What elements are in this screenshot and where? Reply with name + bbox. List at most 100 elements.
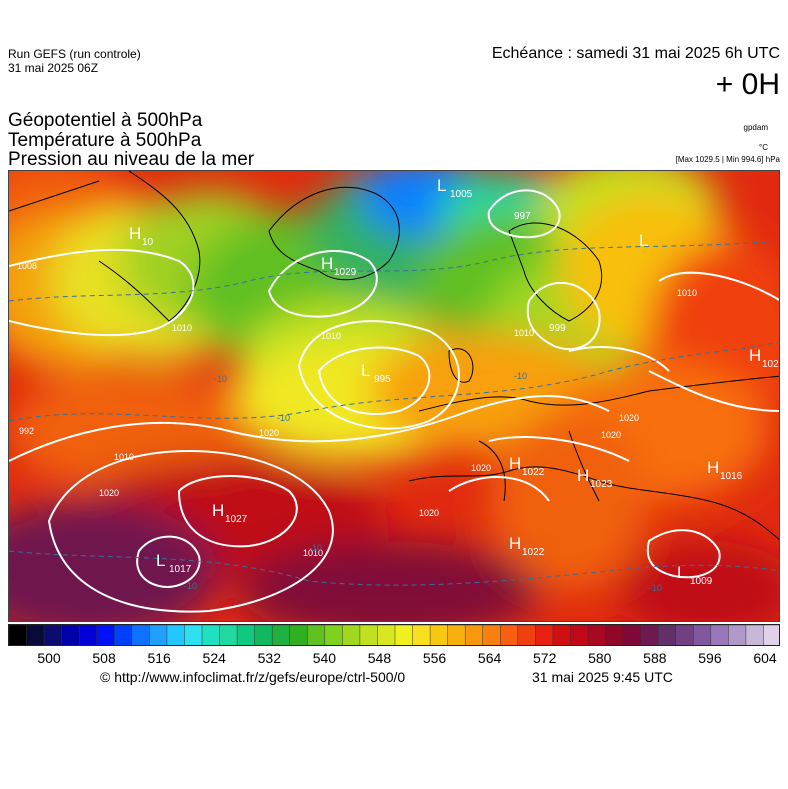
pressure-center-type: L — [156, 551, 165, 570]
pressure-center: H 1029 — [321, 254, 357, 278]
colorbar-segment — [710, 625, 730, 645]
pressure-center: L 1017 — [156, 551, 192, 575]
pressure-center: H 1022 — [509, 534, 545, 558]
colorbar-tick-label: 564 — [477, 650, 502, 666]
isobar-labels: 1008 1010 1010 992 1010 1020 1020 1010 1020 1020 1… — [17, 261, 697, 593]
colorbar-segment — [605, 625, 624, 645]
param-temperature: Température à 500hPa — [8, 130, 202, 151]
pressure-center: H 102 — [749, 346, 779, 370]
colorbar-segment — [342, 625, 361, 645]
colorbar-segment — [552, 625, 572, 645]
pressure-center: L 1009 — [677, 563, 713, 587]
colorbar-segment — [535, 625, 554, 645]
colorbar-tick-label: 596 — [698, 650, 722, 666]
temperature-label: -10 — [277, 413, 290, 423]
colorbar-tick-label: 540 — [312, 650, 337, 666]
isobar-label: 992 — [19, 426, 34, 436]
colorbar-segment — [271, 625, 291, 645]
colorbar-segment — [307, 625, 326, 645]
pressure-center-type: L — [437, 176, 446, 195]
colorbar-segment — [587, 625, 607, 645]
pressure-center-value: 995 — [374, 374, 391, 385]
pressure-center-type: H — [707, 458, 719, 477]
pressure-center-value: 1017 — [169, 564, 192, 575]
colorbar-tick-label: 508 — [92, 650, 116, 666]
pressure-center-value: 1023 — [590, 479, 613, 490]
pressure-center: H 1016 — [707, 458, 743, 482]
temperature-label: -10 — [184, 581, 197, 591]
colorbar-segment — [96, 625, 116, 645]
render-date: 31 mai 2025 9:45 UTC — [532, 669, 673, 685]
pressure-center-value: 997 — [514, 211, 531, 222]
colorbar-tick-label: 588 — [643, 650, 667, 666]
pressure-center: L — [639, 231, 648, 250]
colorbar-segment — [236, 625, 256, 645]
pressure-center-type: H — [577, 466, 589, 485]
colorbar-segment — [289, 625, 309, 645]
pressure-range: [Max 1029.5 | Min 994.6] hPa — [675, 155, 780, 164]
colorbar-segment — [254, 625, 273, 645]
pressure-center-value: 999 — [549, 323, 566, 334]
colorbar-segment — [763, 625, 779, 645]
colorbar-tick-label: 572 — [533, 650, 557, 666]
pressure-center-type: H — [321, 254, 333, 273]
colorbar-segment — [201, 625, 221, 645]
colorbar-tick-label: 524 — [202, 650, 226, 666]
pressure-center-value: 1022 — [522, 467, 545, 478]
weather-map: L 1005 997 H 10 H 1029 L 995 999 L H 102 H 1022 H 1023 H 1… — [8, 170, 780, 622]
colorbar-segment — [517, 625, 537, 645]
colorbar-tick-label: 556 — [422, 650, 447, 666]
isobars — [9, 189, 779, 613]
pressure-center: H 10 — [129, 224, 154, 248]
source-url: © http://www.infoclimat.fr/z/gefs/europe… — [100, 669, 406, 685]
pressure-center-type: H — [509, 534, 521, 553]
colorbar-tick-label: 500 — [37, 650, 61, 666]
pressure-center: L 1005 — [437, 176, 473, 200]
isobar-label: 1008 — [17, 261, 37, 271]
pressure-center-type: H — [212, 501, 224, 520]
colorbar-segment — [640, 625, 659, 645]
colorbar-segment — [570, 625, 589, 645]
colorbar-segment — [43, 625, 63, 645]
run-title: Run GEFS (run controle) — [8, 47, 141, 61]
param-geopotential: Géopotentiel à 500hPa — [8, 110, 203, 131]
isobar-label: 1020 — [619, 413, 639, 423]
pressure-center-type: H — [749, 346, 761, 365]
geopotential-field — [9, 171, 779, 621]
forecast-lead-time: + 0H — [715, 68, 780, 101]
colorbar-segment — [675, 625, 695, 645]
colorbar-segment — [219, 625, 238, 645]
isobar-label: 1010 — [321, 331, 341, 341]
isobar-label: 1010 — [303, 548, 323, 558]
colorbar-segment — [394, 625, 414, 645]
pressure-center: 999 — [549, 323, 566, 334]
colorbar-tick-label: 604 — [753, 650, 777, 666]
pressure-center-type: H — [509, 454, 521, 473]
isobar-label: 1010 — [514, 328, 534, 338]
isobar-label: 1020 — [99, 488, 119, 498]
pressure-center-value: 1029 — [334, 267, 357, 278]
colorbar-segment — [447, 625, 466, 645]
temperature-label: -10 — [214, 374, 227, 384]
pressure-center-value: 1005 — [450, 189, 473, 200]
forecast-valid-time: Echéance : samedi 31 mai 2025 6h UTC — [491, 45, 780, 62]
temperature-label: -10 — [649, 583, 662, 593]
colorbar-segment — [657, 625, 677, 645]
colorbar-segment — [61, 625, 80, 645]
pressure-center: H 1023 — [577, 466, 613, 490]
pressure-center-value: 10 — [142, 237, 154, 248]
isobar-label: 1020 — [471, 463, 491, 473]
isobar-label: 1020 — [601, 430, 621, 440]
pressure-center-type: L — [677, 563, 686, 582]
colorbar-segment — [149, 625, 168, 645]
pressure-center-value: 1027 — [225, 514, 248, 525]
temperature-label: -10 — [309, 543, 322, 553]
colorbar-segment — [728, 625, 747, 645]
colorbar-segment — [324, 625, 344, 645]
run-date: 31 mai 2025 06Z — [8, 61, 99, 75]
colorbar-tick-label: 580 — [588, 650, 612, 666]
unit-geopotential: gpdam — [743, 123, 768, 132]
colorbar-segment — [464, 625, 484, 645]
